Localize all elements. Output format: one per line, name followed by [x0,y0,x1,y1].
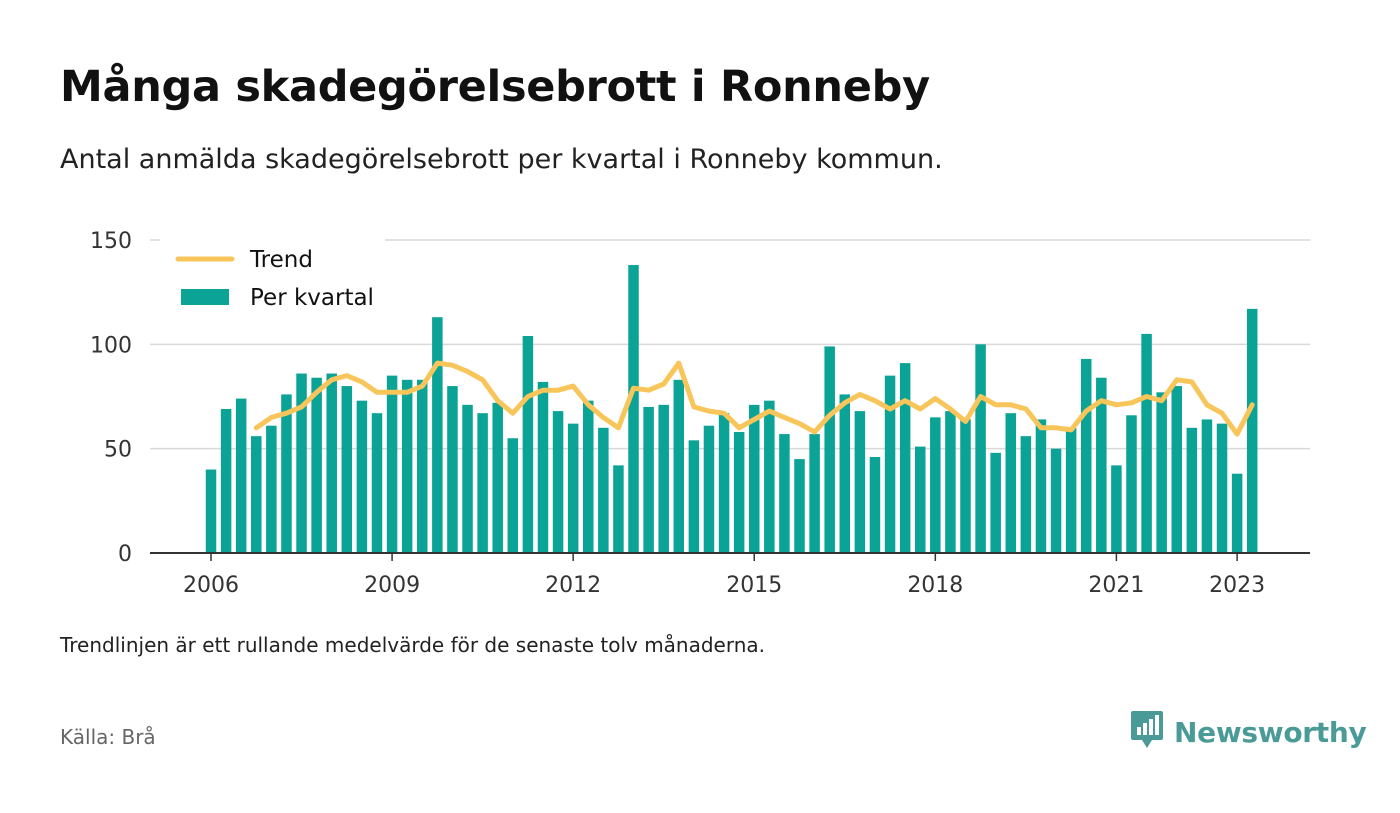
bar [764,400,775,553]
chart-subtitle: Antal anmälda skadegörelsebrott per kvar… [60,144,943,175]
trend-line [253,360,1255,437]
bar [794,459,805,553]
bar [432,317,443,553]
bar [598,427,609,553]
bar [1216,423,1228,553]
bar [537,381,549,553]
bar [326,373,337,553]
bar [477,413,488,553]
bar [417,379,428,553]
bar [839,394,851,553]
trend-note: Trendlinjen är ett rullande medelvärde f… [60,633,766,657]
newsworthy-logo-icon [1130,710,1164,754]
bar [507,438,519,553]
bar [1126,415,1137,553]
y-tick-label: 100 [90,333,132,358]
bar [930,417,941,553]
y-tick-label: 0 [118,542,132,567]
bar [552,411,564,553]
bar [779,434,790,553]
bar [1141,333,1152,553]
bar [522,335,534,553]
legend-bars-label: Per kvartal [250,285,374,311]
bar [1096,377,1107,553]
bar [1186,427,1198,553]
x-tick-label: 2015 [726,573,782,598]
bar [567,423,579,553]
bar [628,265,639,553]
bar [371,413,383,553]
bar [1080,358,1092,553]
bar [220,409,232,553]
bar [884,375,896,553]
bar [658,404,669,553]
legend: Trend Per kvartal [160,230,385,322]
bar [1246,308,1258,553]
bar [869,457,881,553]
bar [492,402,503,553]
chart-area: 0 50 100 150 2006 2009 2012 2015 2018 2021 2023 Tr… [90,229,1310,598]
bar [266,425,277,553]
bar [673,379,685,553]
x-tick-label: 2009 [364,573,420,598]
bar [824,346,835,553]
bar [945,411,956,553]
bar [356,400,368,553]
bar [1020,436,1032,553]
bar [733,431,745,553]
y-tick-label: 150 [90,229,132,254]
x-tick-label: 2023 [1209,573,1265,598]
bar [401,379,413,553]
bar [688,440,700,553]
legend-trend-label: Trend [249,247,313,273]
brand-logo[interactable]: Newsworthy [1130,710,1367,754]
bar [914,446,926,553]
x-tick-label: 2012 [545,573,601,598]
bar [613,465,624,553]
bar [1065,427,1077,553]
x-tick-label: 2006 [183,573,239,598]
bar [296,373,307,553]
x-tick-label: 2018 [907,573,963,598]
source-label: Källa: Brå [60,725,156,749]
x-tick-label: 2021 [1088,573,1144,598]
bar [386,375,398,553]
brand-name: Newsworthy [1174,715,1367,749]
bar [205,469,217,553]
bar [748,404,760,553]
trend-series [253,360,1255,437]
bar [990,452,1001,553]
bar [1201,419,1213,553]
bar [1156,392,1167,553]
bar [960,419,971,553]
bar [975,344,986,553]
bar-series [205,265,1258,553]
bar [1111,465,1122,553]
axes: 0 50 100 150 2006 2009 2012 2015 2018 2021 2023 [90,229,1310,598]
bar [1231,473,1243,553]
bar [854,411,866,553]
bar [251,436,262,553]
bar [1005,413,1017,553]
bar [703,425,715,553]
bar [1171,386,1183,553]
bar [1050,448,1062,553]
bar [311,377,322,553]
legend-background [160,230,385,322]
bar [718,413,730,553]
bar [899,363,911,553]
bar [809,434,820,553]
bar [341,386,353,553]
chart-title: Många skadegörelsebrott i Ronneby [60,62,930,112]
bar [281,394,292,553]
bar [462,404,473,553]
bar [583,400,594,553]
bar [643,406,654,553]
bar [447,386,458,553]
legend-bars-swatch [181,289,229,305]
bar [235,398,247,553]
bar [1035,419,1047,553]
y-tick-label: 50 [104,438,132,463]
